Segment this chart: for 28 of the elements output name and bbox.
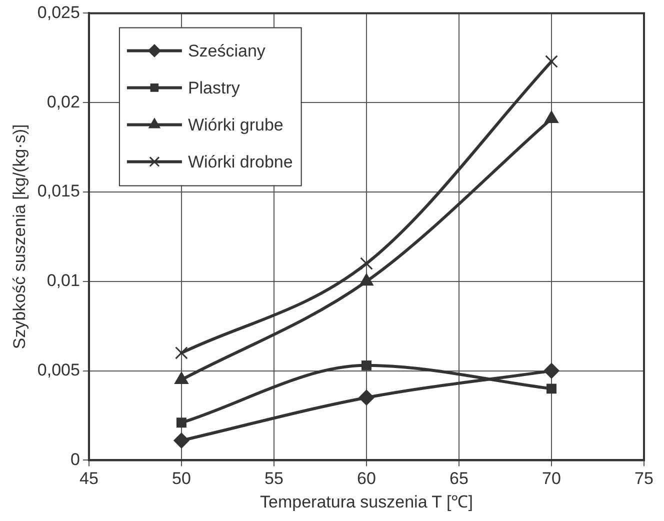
- point: [360, 257, 373, 270]
- y-tick-label: 0,005: [37, 360, 80, 380]
- legend-label: Wiórki drobne: [188, 152, 293, 172]
- point: [361, 360, 372, 370]
- point: [175, 346, 188, 360]
- legend-label: Sześciany: [188, 41, 266, 60]
- point: [544, 363, 560, 379]
- y-tick-label: 0,01: [46, 271, 80, 290]
- x-tick-label: 75: [634, 469, 654, 488]
- legend-label: Wiórki grube: [188, 115, 284, 134]
- point: [174, 432, 190, 448]
- y-tick-label: 0,025: [37, 2, 80, 22]
- legend-label: Plastry: [188, 78, 240, 98]
- y-tick-label: 0,015: [37, 182, 80, 201]
- y-tick-label: 0: [70, 450, 80, 469]
- x-tick-label: 45: [79, 469, 98, 488]
- x-axis-title: Temperatura suszenia T [℃]: [260, 492, 473, 512]
- point: [176, 418, 186, 428]
- x-tick-label: 65: [450, 469, 468, 488]
- y-tick-label: 0,02: [46, 92, 80, 112]
- x-tick-label: 55: [264, 469, 284, 488]
- x-tick-label: 50: [172, 469, 191, 488]
- x-tick-label: 60: [357, 469, 376, 488]
- x-tick-label: 70: [542, 469, 561, 488]
- point: [545, 55, 558, 68]
- y-axis-title: Szybkość suszenia [kg/(kg·s)]: [10, 124, 29, 350]
- point: [358, 390, 374, 406]
- point: [546, 384, 556, 394]
